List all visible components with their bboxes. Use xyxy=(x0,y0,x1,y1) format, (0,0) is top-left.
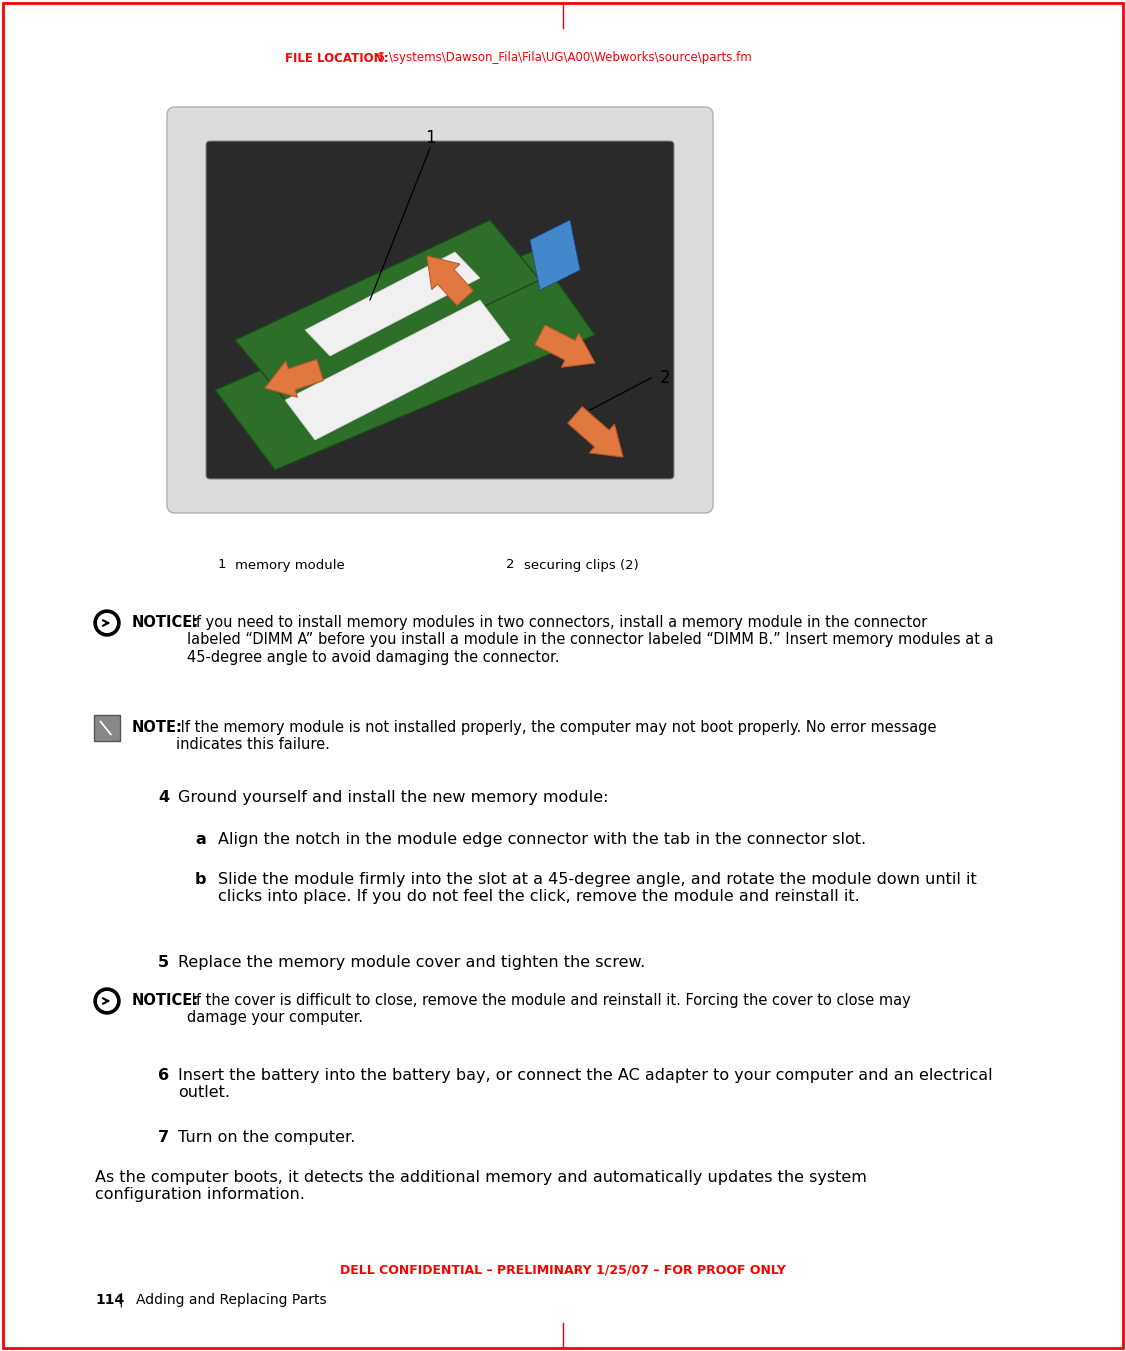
Circle shape xyxy=(93,988,120,1015)
Polygon shape xyxy=(530,220,580,290)
Text: Align the notch in the module edge connector with the tab in the connector slot.: Align the notch in the module edge conne… xyxy=(218,832,866,847)
FancyArrow shape xyxy=(265,359,323,397)
Text: 6: 6 xyxy=(158,1069,169,1084)
Text: If the memory module is not installed properly, the computer may not boot proper: If the memory module is not installed pr… xyxy=(176,720,937,753)
Text: |: | xyxy=(118,1293,123,1308)
Polygon shape xyxy=(285,300,510,440)
Text: NOTICE:: NOTICE: xyxy=(132,615,199,630)
Circle shape xyxy=(93,611,120,636)
FancyArrow shape xyxy=(568,407,623,457)
Text: 4: 4 xyxy=(158,790,169,805)
Text: 7: 7 xyxy=(158,1129,169,1146)
Text: If the cover is difficult to close, remove the module and reinstall it. Forcing : If the cover is difficult to close, remo… xyxy=(187,993,911,1025)
Text: 2: 2 xyxy=(660,369,670,386)
FancyArrow shape xyxy=(427,255,473,305)
Text: 1: 1 xyxy=(425,128,436,147)
FancyBboxPatch shape xyxy=(206,141,674,480)
Polygon shape xyxy=(305,253,480,357)
Text: Turn on the computer.: Turn on the computer. xyxy=(178,1129,356,1146)
Text: If you need to install memory modules in two connectors, install a memory module: If you need to install memory modules in… xyxy=(187,615,993,665)
Text: NOTE:: NOTE: xyxy=(132,720,182,735)
Text: b: b xyxy=(195,871,206,888)
Text: As the computer boots, it detects the additional memory and automatically update: As the computer boots, it detects the ad… xyxy=(95,1170,867,1202)
Text: a: a xyxy=(195,832,206,847)
Text: securing clips (2): securing clips (2) xyxy=(524,558,638,571)
FancyBboxPatch shape xyxy=(93,715,120,740)
FancyBboxPatch shape xyxy=(167,107,713,513)
Polygon shape xyxy=(235,220,540,400)
Text: 5: 5 xyxy=(158,955,169,970)
Circle shape xyxy=(98,613,116,632)
Text: DELL CONFIDENTIAL – PRELIMINARY 1/25/07 – FOR PROOF ONLY: DELL CONFIDENTIAL – PRELIMINARY 1/25/07 … xyxy=(340,1263,786,1277)
Text: 2: 2 xyxy=(506,558,515,571)
Text: Adding and Replacing Parts: Adding and Replacing Parts xyxy=(136,1293,327,1306)
Polygon shape xyxy=(215,250,595,470)
Text: S:\systems\Dawson_Fila\Fila\UG\A00\Webworks\source\parts.fm: S:\systems\Dawson_Fila\Fila\UG\A00\Webwo… xyxy=(370,51,752,65)
Text: Insert the battery into the battery bay, or connect the AC adapter to your compu: Insert the battery into the battery bay,… xyxy=(178,1069,993,1101)
Text: Ground yourself and install the new memory module:: Ground yourself and install the new memo… xyxy=(178,790,608,805)
Text: FILE LOCATION:: FILE LOCATION: xyxy=(285,51,388,65)
FancyArrow shape xyxy=(535,326,595,367)
Text: memory module: memory module xyxy=(235,558,345,571)
Text: NOTICE:: NOTICE: xyxy=(132,993,199,1008)
Text: 114: 114 xyxy=(95,1293,124,1306)
Text: 1: 1 xyxy=(218,558,226,571)
Text: Replace the memory module cover and tighten the screw.: Replace the memory module cover and tigh… xyxy=(178,955,645,970)
Text: Slide the module firmly into the slot at a 45-degree angle, and rotate the modul: Slide the module firmly into the slot at… xyxy=(218,871,976,904)
Circle shape xyxy=(98,992,116,1011)
